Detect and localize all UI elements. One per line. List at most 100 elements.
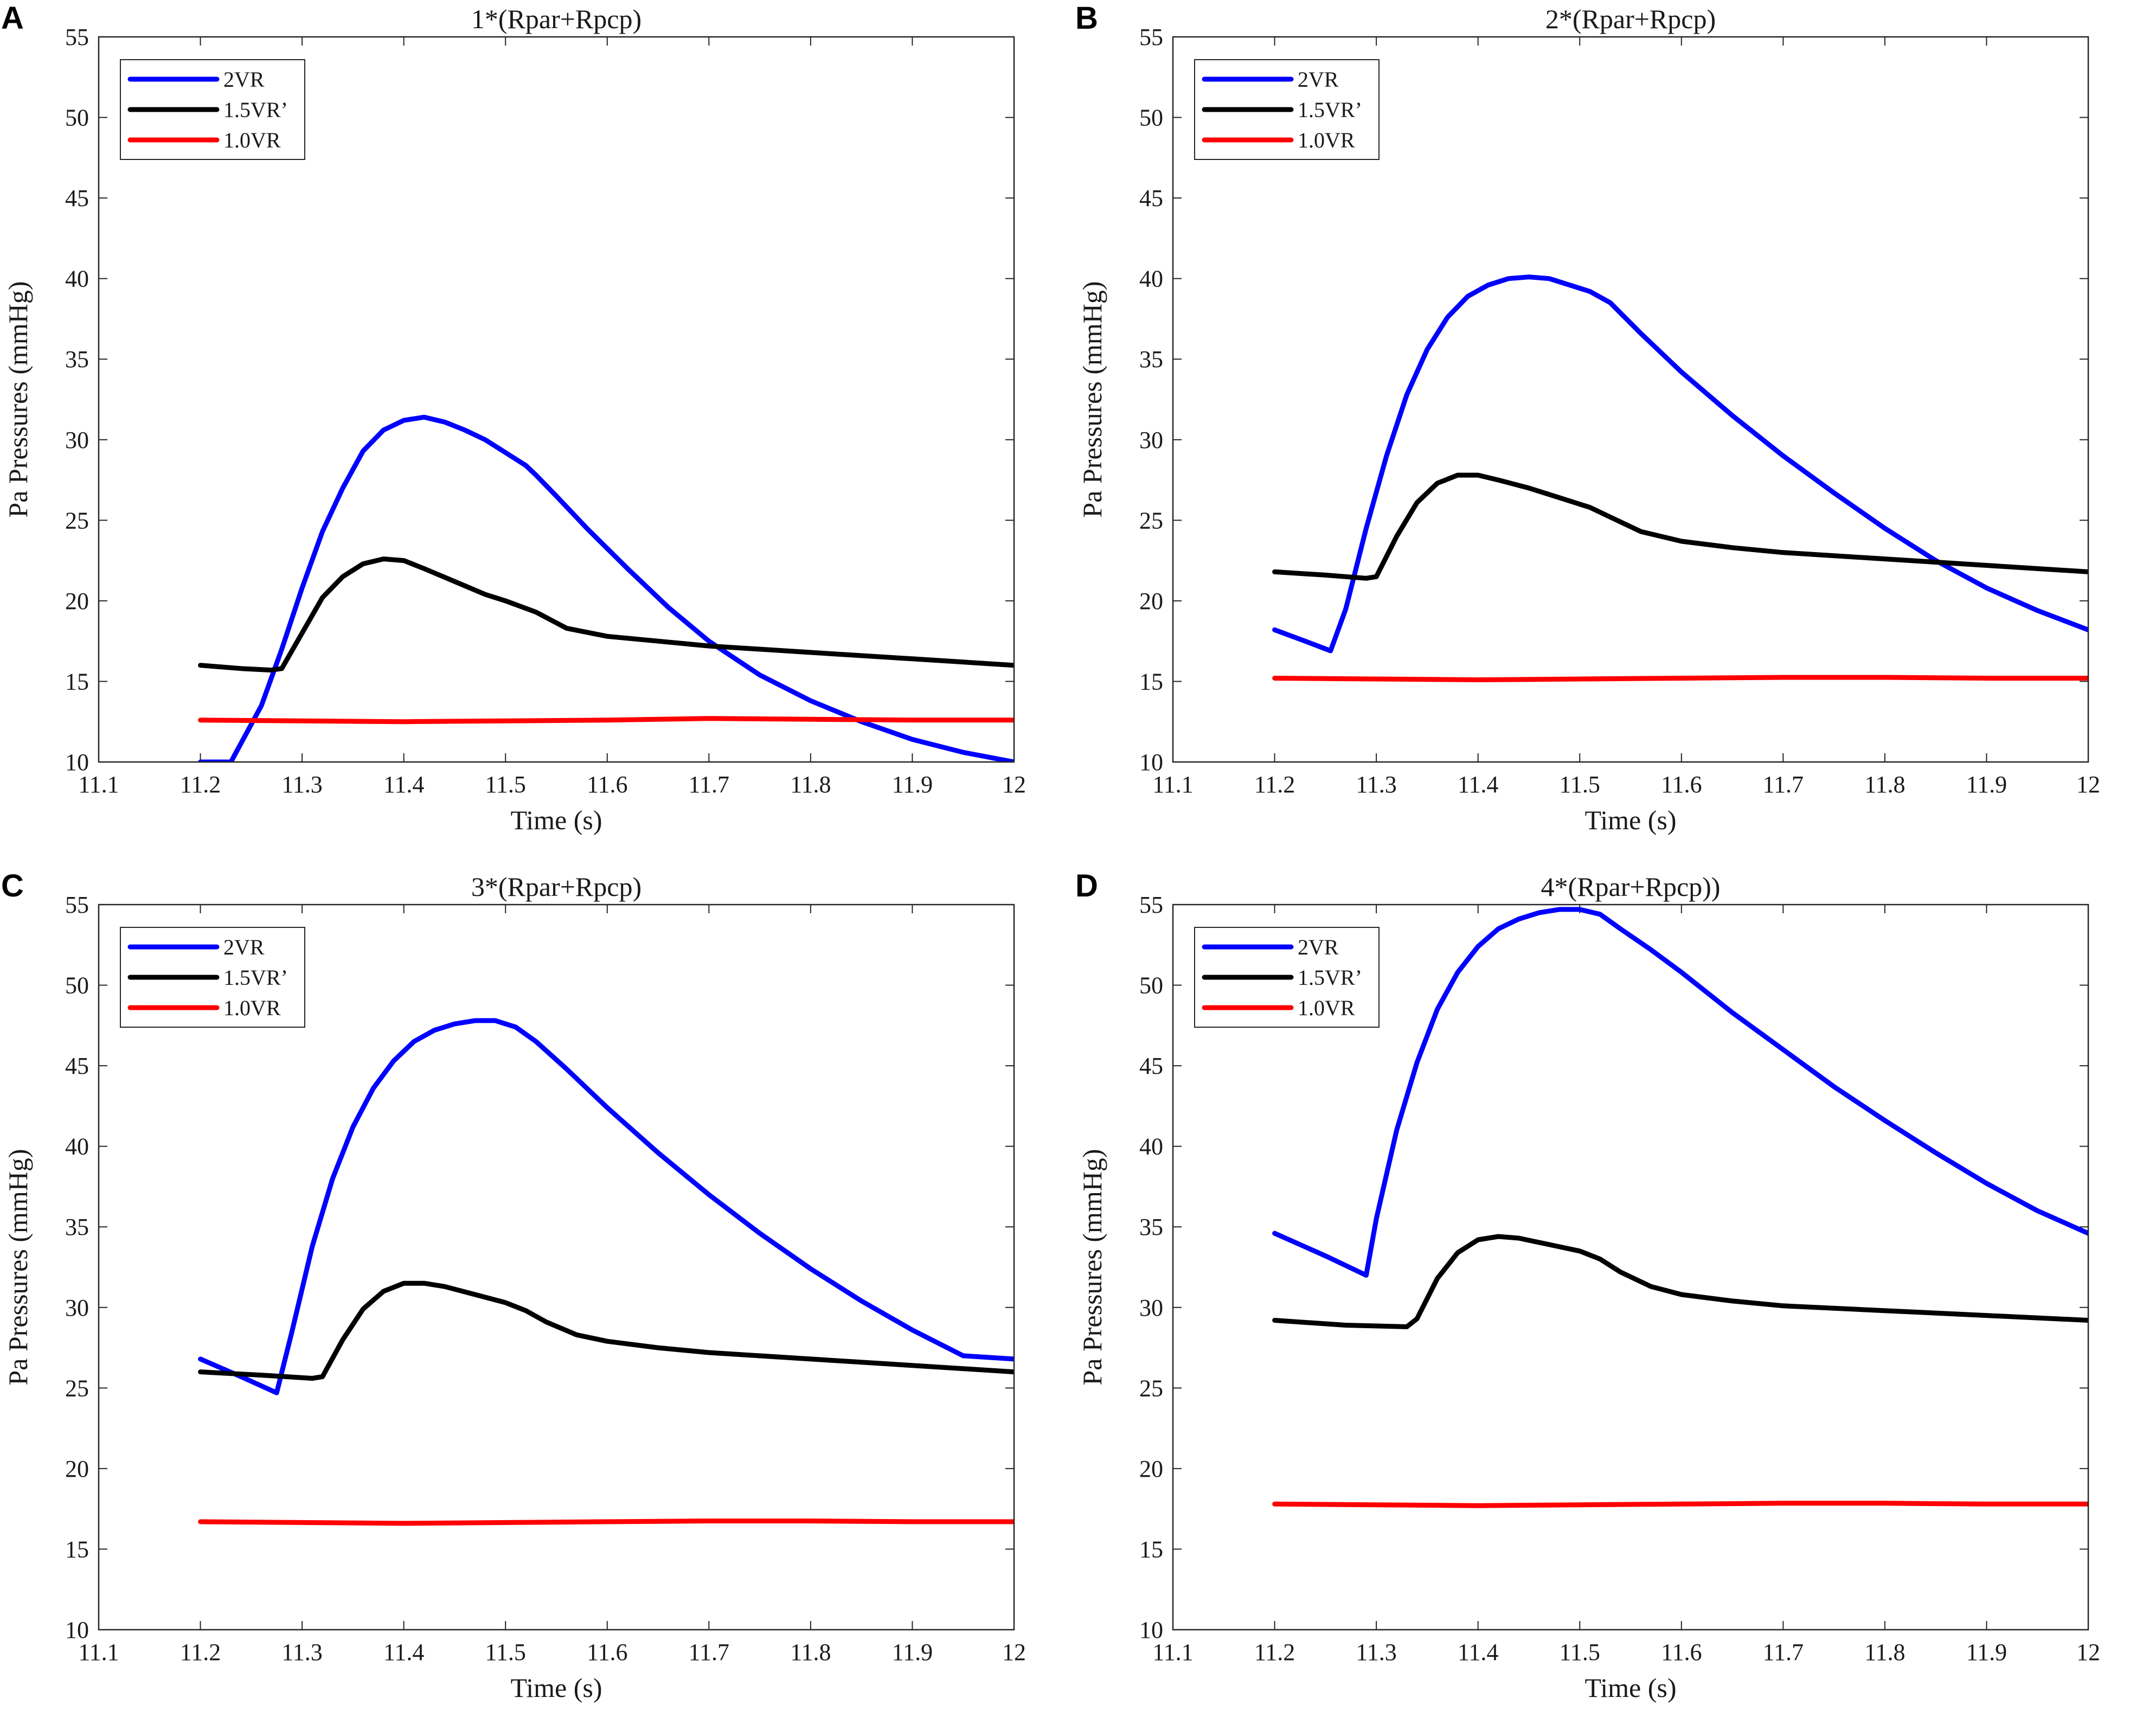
x-tick-label: 11.3 [1356,1639,1396,1665]
y-tick-label: 40 [65,266,89,292]
x-tick-label: 11.2 [1254,771,1295,798]
x-tick-label: 11.3 [281,771,322,798]
y-tick-label: 55 [1139,892,1163,918]
legend-label: 1.0VR [1298,996,1355,1020]
y-tick-label: 50 [1139,105,1163,131]
series-line-2vr [1272,274,2088,654]
y-tick-label: 20 [65,1456,89,1482]
axes-box [1172,36,2089,763]
chart-b: 11.1 11.2 11.3 11.4 11.5 11.6 11.7 11.8 11.9 12 10… [1077,4,2100,835]
panel-label: D [1075,868,1098,904]
chart-a: 11.1 11.2 11.3 11.4 11.5 11.6 11.7 11.8 11.9 12 10… [3,4,1026,835]
x-tick-label: 11.3 [281,1639,322,1665]
legend-label: 2VR [223,67,265,92]
x-tick-label: 11.8 [1864,1639,1905,1665]
y-axis-label: Pa Pressures (mmHg) [1077,281,1107,517]
x-tick-label: 11.4 [383,1639,424,1665]
legend-label: 1.5VR’ [1298,965,1362,990]
y-tick-label: 45 [65,1053,89,1079]
x-tick-label: 11.9 [1966,1639,2007,1665]
series-line-2vr [198,1018,1014,1395]
x-tick-label: 11.2 [180,771,221,798]
y-tick-label: 25 [1139,1375,1163,1401]
panel-d: 11.1 11.2 11.3 11.4 11.5 11.6 11.7 11.8 11.9 12 10… [1074,868,2148,1735]
legend-label: 2VR [1298,935,1339,959]
x-tick-label: 12 [1002,771,1026,798]
y-tick-label: 35 [1139,1214,1163,1240]
x-tick-label: 11.8 [790,771,831,798]
x-tick-label: 11.6 [1661,1639,1702,1665]
axes-box [1172,904,2089,1631]
x-tick-label: 11.2 [1254,1639,1295,1665]
x-axis-label: Time (s) [510,1673,602,1703]
series-line-1-5vr [1272,472,2088,581]
y-tick-label: 10 [65,749,89,776]
y-tick-label: 10 [1139,749,1163,776]
y-axis-label: Pa Pressures (mmHg) [3,1149,33,1385]
y-axis-label: Pa Pressures (mmHg) [1077,1149,1107,1385]
y-tick-label: 20 [1139,1456,1163,1482]
legend-label: 1.0VR [223,128,281,152]
y-tick-label: 35 [1139,346,1163,373]
x-tick-label: 11.7 [689,1639,729,1665]
x-tick-label: 11.7 [689,771,729,798]
x-tick-label: 11.8 [790,1639,831,1665]
y-tick-label: 50 [65,105,89,131]
series-line-1-5vr [1272,1234,2088,1329]
y-tick-label: 40 [1139,1133,1163,1160]
series-line-2vr [198,414,1014,762]
legend-label: 2VR [223,935,265,959]
x-tick-label: 12 [2076,1639,2100,1665]
x-tick-label: 11.6 [587,1639,627,1665]
x-tick-label: 11.6 [1661,771,1702,798]
chart-title: 1*(Rpar+Rpcp) [471,4,642,34]
legend-label: 1.0VR [223,996,281,1020]
x-tick-label: 11.7 [1763,1639,1804,1665]
chart-title: 3*(Rpar+Rpcp) [471,872,642,902]
y-tick-label: 15 [65,668,89,695]
y-tick-label: 25 [1139,507,1163,534]
chart-title: 4*(Rpar+Rpcp)) [1541,872,1721,902]
series-line-2vr [1272,907,2088,1278]
y-tick-label: 25 [65,1375,89,1401]
axes-box [98,36,1015,763]
chart-c: 11.1 11.2 11.3 11.4 11.5 11.6 11.7 11.8 11.9 12 10… [3,872,1026,1703]
panel-label: A [1,1,24,36]
x-tick-label: 11.5 [485,771,526,798]
axes-box [98,904,1015,1631]
series-line-1-5vr [198,556,1014,673]
y-tick-label: 30 [65,1295,89,1321]
x-tick-label: 11.9 [1966,771,2007,798]
x-tick-label: 11.5 [1560,1639,1600,1665]
x-tick-label: 11.1 [78,1639,119,1665]
y-axis-label: Pa Pressures (mmHg) [3,281,33,517]
y-tick-label: 55 [65,892,89,918]
x-tick-label: 11.6 [587,771,627,798]
x-tick-label: 11.4 [1458,771,1498,798]
y-tick-label: 10 [1139,1617,1163,1643]
panel-b: 11.1 11.2 11.3 11.4 11.5 11.6 11.7 11.8 11.9 12 10… [1074,0,2148,868]
y-tick-label: 40 [1139,266,1163,292]
y-tick-label: 40 [65,1133,89,1160]
panel-label: C [1,868,24,904]
panel-a: 11.1 11.2 11.3 11.4 11.5 11.6 11.7 11.8 11.9 12 10… [0,0,1074,868]
y-tick-label: 45 [1139,1053,1163,1079]
series-line-1-5vr [198,1280,1014,1381]
x-tick-label: 11.2 [180,1639,221,1665]
x-axis-label: Time (s) [510,805,602,835]
panel-label: B [1075,1,1098,36]
legend-label: 1.0VR [1298,128,1355,152]
x-tick-label: 11.7 [1763,771,1804,798]
y-tick-label: 35 [65,1214,89,1240]
series-line-1-0vr [1272,1501,2088,1508]
y-tick-label: 15 [65,1536,89,1562]
x-tick-label: 11.1 [1152,1639,1193,1665]
series-line-1-0vr [1272,675,2088,682]
y-tick-label: 50 [65,972,89,999]
x-tick-label: 11.9 [892,1639,933,1665]
y-tick-label: 20 [1139,588,1163,614]
x-tick-label: 12 [1002,1639,1026,1665]
x-tick-label: 11.4 [383,771,424,798]
panel-c: 11.1 11.2 11.3 11.4 11.5 11.6 11.7 11.8 11.9 12 10… [0,868,1074,1735]
legend-label: 1.5VR’ [223,98,288,122]
